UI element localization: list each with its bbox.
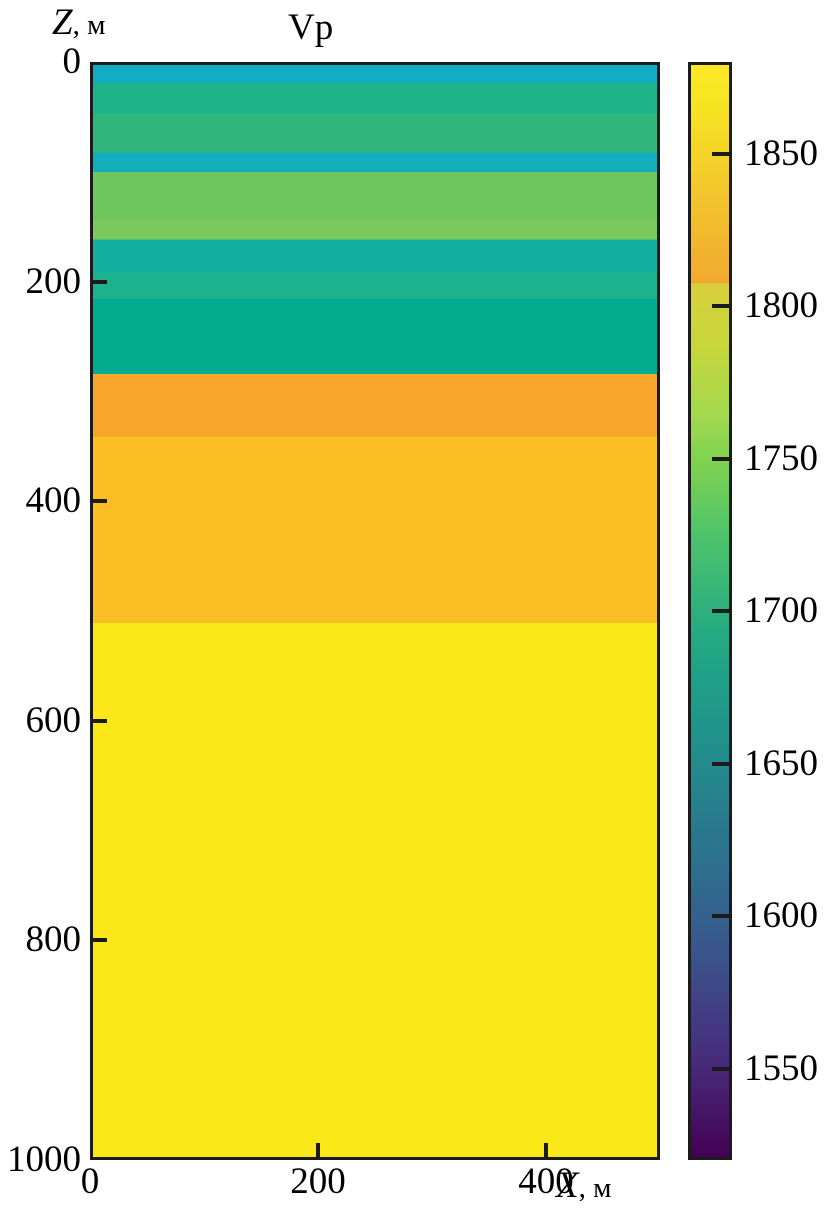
colorbar-tick-label-1800: 1800 bbox=[744, 285, 818, 326]
colorbar-tick-label-1550: 1550 bbox=[744, 1047, 818, 1089]
velocity-heatmap-image bbox=[93, 65, 657, 1157]
x-axis-label: X, м bbox=[556, 1165, 611, 1209]
y-tick-label: 600 bbox=[25, 699, 82, 741]
y-tick-mark bbox=[90, 279, 107, 284]
colorbar-tick-label-1850: 1850 bbox=[744, 132, 818, 174]
y-tick-label: 200 bbox=[25, 260, 82, 302]
colorbar-tick-mark bbox=[712, 151, 732, 156]
x-tick-label: 400 bbox=[518, 1161, 574, 1202]
y-tick-label: 800 bbox=[25, 919, 82, 961]
y-tick-mark bbox=[90, 718, 107, 723]
colorbar-tick-mark bbox=[712, 609, 732, 613]
y-axis-label-unit: , м bbox=[72, 9, 106, 41]
velocity-heatmap-panel[interactable] bbox=[90, 62, 660, 1160]
y-axis-label-variable: Z bbox=[52, 2, 73, 43]
colorbar-tick-mark bbox=[712, 304, 732, 308]
y-tick-label: 1000 bbox=[7, 1139, 81, 1180]
plot-title: Vp bbox=[288, 7, 334, 48]
x-tick-0: 0 bbox=[30, 1163, 150, 1200]
colorbar-tick-label-1600: 1600 bbox=[744, 895, 818, 936]
x-tick-label: 200 bbox=[290, 1161, 346, 1202]
y-tick-label: 0 bbox=[62, 41, 82, 82]
colorbar-tick-mark bbox=[712, 914, 732, 918]
x-tick-200: 200 bbox=[258, 1163, 378, 1200]
colorbar-tick-mark bbox=[712, 1066, 732, 1071]
colorbar-tick-mark bbox=[712, 761, 732, 766]
y-tick-mark bbox=[90, 499, 107, 504]
colorbar-tick-label-1750: 1750 bbox=[744, 437, 818, 479]
colorbar-tick-label-1700: 1700 bbox=[744, 590, 818, 631]
y-tick-mark bbox=[90, 938, 107, 943]
x-tick-label: 0 bbox=[80, 1161, 100, 1202]
x-axis-label-unit: , м bbox=[578, 1172, 612, 1204]
colorbar-tick-label-1650: 1650 bbox=[744, 742, 818, 784]
y-tick-label: 400 bbox=[25, 480, 82, 522]
x-tick-mark bbox=[544, 1143, 548, 1160]
y-axis-label: Z, м bbox=[52, 2, 105, 46]
colorbar-tick-mark bbox=[712, 456, 732, 461]
x-tick-400: 400 bbox=[486, 1163, 606, 1200]
x-tick-mark bbox=[316, 1143, 320, 1160]
x-axis-label-variable: X bbox=[556, 1165, 579, 1206]
